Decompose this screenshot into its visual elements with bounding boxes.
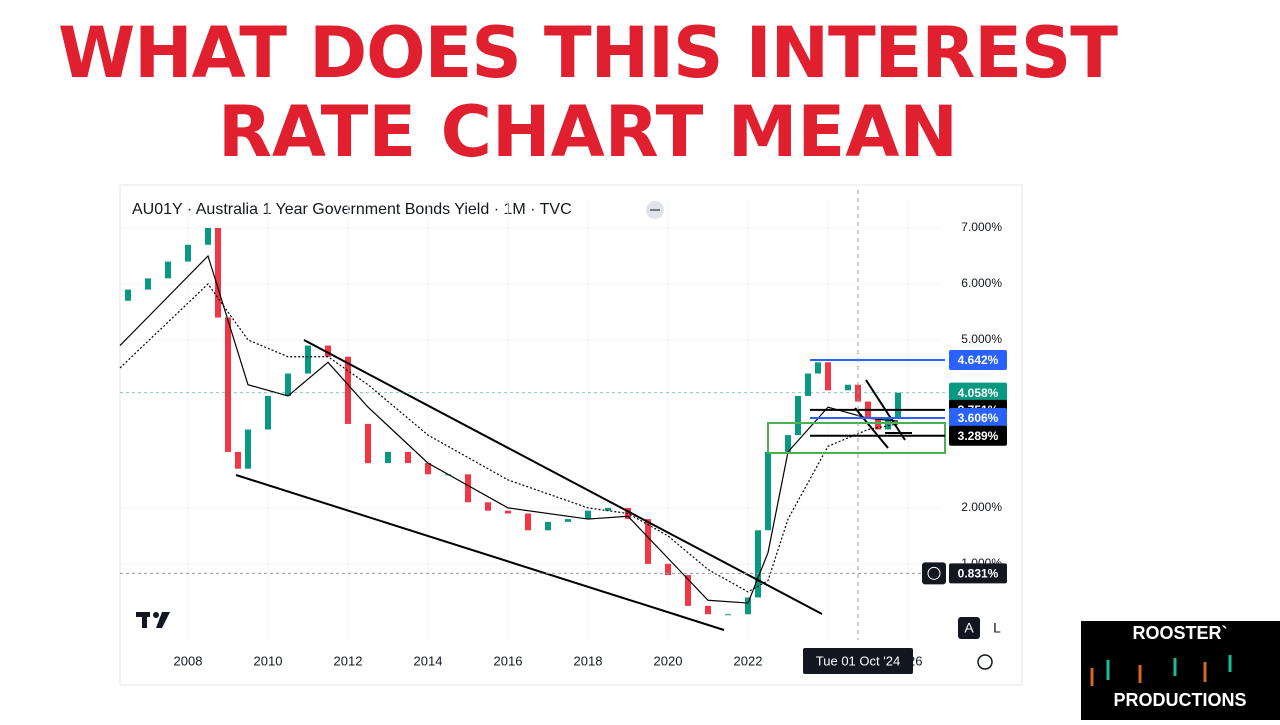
moving-average [119,283,899,593]
candle [795,395,801,436]
candle [585,510,591,520]
candle [505,510,511,514]
candle [705,605,711,615]
price-label-bg [949,407,1007,428]
candle [725,614,731,616]
price-label: 4.642% [958,353,999,367]
candle [815,362,821,374]
x-tick-label: 2018 [574,653,603,668]
candle [605,507,611,511]
crosshair-label-bg [803,648,913,674]
logo-text: ROOSTER` [1132,623,1227,643]
candle [565,519,571,522]
x-tick-label: 2022 [734,653,763,668]
price-label-bg [949,349,1007,370]
candle [225,317,231,452]
price-label: 3.606% [958,411,999,425]
candle [345,356,351,424]
candle [645,519,651,564]
price-label-bg [949,382,1007,403]
candle [425,463,431,475]
x-tick-label: 2014 [414,653,443,668]
x-tick-label: 2010 [254,653,283,668]
candle [665,563,671,576]
range-box [767,422,946,454]
candle [185,244,191,262]
candle [405,451,411,464]
y-tick-label: 5.000% [961,332,1002,346]
tv-logo [136,612,170,628]
candle [305,345,311,374]
scale-button-label: L [993,620,1001,636]
candle [325,345,331,357]
scale-button [986,617,1008,639]
price-label: 4.058% [958,386,999,400]
candle [825,362,831,391]
price-label: 3.289% [958,429,999,443]
crosshair-button-icon [927,566,941,580]
x-tick-label: 2012 [334,653,363,668]
candle [525,513,531,531]
candle [765,451,771,531]
candle [895,392,901,419]
price-label-bg [949,425,1007,446]
x-tick-label: 2008 [174,653,203,668]
logo-text: PRODUCTIONS [1113,690,1246,710]
candle [235,451,241,469]
candle [685,575,691,606]
headline: WHAT DOES THIS INTEREST [58,12,1118,94]
price-label: 0.831% [958,567,999,581]
candle [215,227,221,318]
price-label-bg [949,563,1007,584]
candle [485,502,491,511]
scale-button [958,617,980,639]
candle [385,451,391,464]
headline: RATE CHART MEAN [218,91,958,173]
candle [845,384,851,391]
candle [805,373,811,396]
candle [745,597,751,615]
candle [165,261,171,279]
candle [785,435,791,452]
scale-button-label: A [964,620,974,636]
chart-title: AU01Y · Australia 1 Year Government Bond… [132,201,572,218]
candle [205,227,211,245]
candle [545,521,551,531]
moving-average [119,254,899,604]
y-tick-label: 6.000% [961,276,1002,290]
candle [245,429,251,469]
candle [145,278,151,290]
candle [125,289,131,301]
crosshair-label: Tue 01 Oct '24 [816,653,900,668]
candle [365,423,371,464]
x-tick-label: 2016 [494,653,523,668]
y-tick-label: 7.000% [961,220,1002,234]
settings-icon [977,654,993,670]
y-tick-label: 2.000% [961,500,1002,514]
candle [285,373,291,396]
title-badge-icon [650,209,660,211]
crosshair-button [922,562,946,585]
candle [465,474,471,503]
x-tick-label: 2020 [654,653,683,668]
logo: ROOSTER` PRODUCTIONS [1081,621,1280,720]
candle [265,395,271,430]
candle [755,530,761,598]
